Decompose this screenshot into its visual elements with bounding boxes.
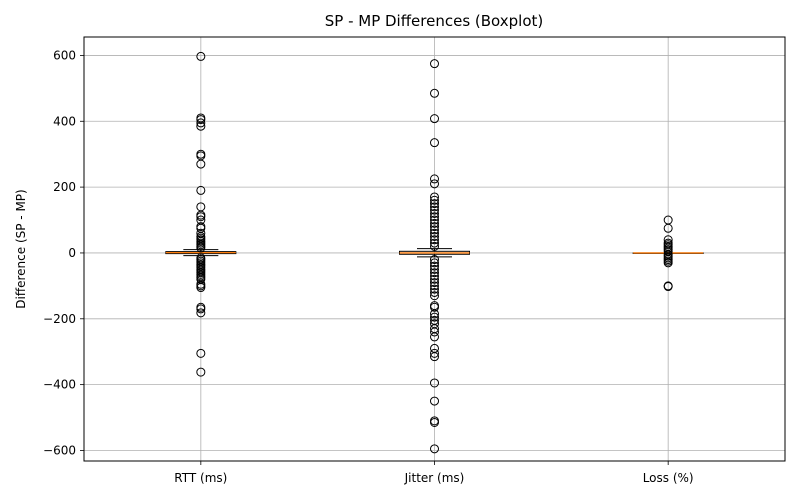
- outlier-point: [430, 271, 439, 281]
- outlier-point: [430, 179, 439, 189]
- outlier-point: [430, 291, 439, 301]
- outlier-point: [430, 268, 439, 278]
- outlier-point: [430, 238, 439, 248]
- y-tick-label: −600: [43, 443, 76, 457]
- outlier-point: [196, 121, 206, 131]
- outlier-point: [430, 138, 439, 148]
- outlier-point: [430, 284, 439, 294]
- outlier-point: [196, 308, 206, 318]
- x-tick-label: Loss (%): [643, 471, 694, 485]
- outlier-point: [196, 212, 206, 222]
- outlier-point: [430, 174, 439, 184]
- box-series: [165, 51, 704, 454]
- outlier-point: [430, 202, 439, 212]
- outlier-point: [196, 51, 206, 61]
- outlier-point: [430, 192, 439, 202]
- axis-ticks: 600 400 200 0 −200 −400 −600 RTT (ms) Jitter (ms…: [43, 48, 694, 485]
- outlier-point: [430, 218, 439, 228]
- outlier-point: [430, 312, 439, 322]
- plot-frame: [83, 36, 786, 462]
- outlier-point: [430, 235, 439, 245]
- box-group: [632, 215, 704, 292]
- outlier-point: [196, 348, 206, 358]
- outlier-point: [430, 228, 439, 238]
- x-tick-label: Jitter (ms): [404, 471, 465, 485]
- outlier-point: [430, 309, 439, 319]
- outlier-point: [430, 352, 439, 362]
- outlier-point: [430, 396, 439, 406]
- outlier-point: [196, 283, 206, 293]
- outlier-point: [430, 302, 439, 312]
- outlier-point: [430, 348, 439, 358]
- outlier-point: [430, 378, 439, 388]
- outlier-point: [430, 281, 439, 291]
- outlier-point: [430, 444, 439, 454]
- outlier-point: [430, 59, 439, 69]
- outlier-point: [430, 212, 439, 222]
- outlier-point: [430, 222, 439, 232]
- outlier-point: [430, 205, 439, 215]
- outlier-point: [663, 223, 673, 233]
- outlier-point: [430, 208, 439, 218]
- outlier-point: [196, 304, 206, 314]
- outlier-point: [430, 199, 439, 209]
- outlier-point: [430, 215, 439, 225]
- outlier-point: [430, 287, 439, 297]
- outlier-point: [196, 118, 206, 128]
- outlier-point: [196, 367, 206, 377]
- box-group: [399, 59, 470, 454]
- outlier-point: [196, 243, 206, 253]
- outlier-point: [663, 258, 673, 268]
- y-tick-label: −200: [43, 312, 76, 326]
- chart-title: SP - MP Differences (Boxplot): [325, 12, 544, 30]
- y-tick-label: 200: [53, 180, 76, 194]
- outlier-point: [430, 264, 439, 274]
- outlier-point: [430, 417, 439, 427]
- outlier-point: [430, 225, 439, 235]
- outlier-point: [663, 282, 673, 292]
- outlier-point: [430, 255, 439, 265]
- y-tick-label: −400: [43, 378, 76, 392]
- outlier-point: [430, 258, 439, 268]
- outlier-point: [430, 278, 439, 288]
- y-tick-label: 600: [53, 48, 76, 62]
- outlier-point: [430, 274, 439, 284]
- box-group: [165, 51, 237, 377]
- outlier-point: [430, 332, 439, 342]
- outlier-point: [430, 261, 439, 271]
- y-tick-label: 0: [68, 246, 76, 260]
- outlier-point: [430, 231, 439, 241]
- outlier-point: [430, 327, 439, 337]
- outlier-point: [196, 115, 206, 125]
- x-tick-label: RTT (ms): [174, 471, 227, 485]
- outlier-point: [196, 185, 206, 195]
- outlier-point: [430, 195, 439, 205]
- outlier-point: [430, 241, 439, 251]
- y-tick-label: 400: [53, 114, 76, 128]
- y-axis-label: Difference (SP - MP): [14, 189, 28, 308]
- outlier-point: [430, 88, 439, 98]
- outlier-point: [196, 159, 206, 169]
- outlier-point: [430, 114, 439, 124]
